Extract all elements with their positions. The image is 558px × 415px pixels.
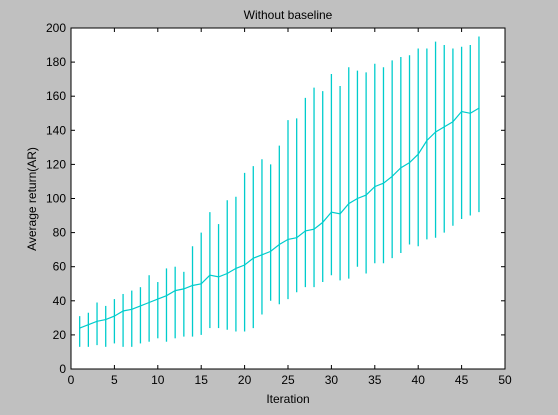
x-axis-label: Iteration	[266, 392, 309, 406]
data-point	[400, 167, 402, 169]
data-point	[87, 324, 89, 326]
x-tick-label: 30	[325, 373, 339, 387]
data-point	[408, 162, 411, 164]
data-point	[270, 250, 272, 252]
data-point	[426, 139, 428, 142]
data-point	[443, 126, 445, 128]
data-point	[278, 243, 280, 246]
data-point	[330, 211, 332, 213]
x-tick-label: 45	[455, 373, 469, 387]
data-point	[382, 182, 385, 184]
y-tick-label: 100	[46, 192, 66, 206]
data-point	[391, 175, 393, 177]
x-tick-label: 15	[195, 373, 209, 387]
data-point	[296, 237, 298, 239]
x-tick-label: 35	[368, 373, 382, 387]
data-point	[174, 289, 176, 292]
data-point	[105, 318, 107, 321]
data-point	[322, 221, 324, 223]
x-tick-label: 25	[281, 373, 295, 387]
y-tick-label: 140	[46, 123, 66, 137]
data-point	[252, 257, 254, 259]
data-point	[348, 203, 350, 205]
data-point	[131, 308, 133, 310]
data-point	[469, 112, 471, 114]
data-point	[79, 327, 81, 329]
y-axis: 0 20 40 60 80 100 120 140 160 180 200	[46, 21, 505, 376]
data-point	[148, 301, 150, 304]
data-point	[478, 107, 480, 109]
data-point	[209, 274, 211, 276]
error-bars	[79, 36, 480, 347]
data-point	[374, 185, 376, 188]
y-tick-label: 60	[53, 260, 67, 274]
series-line-group	[79, 107, 480, 329]
x-tick-label: 10	[151, 373, 165, 387]
data-point	[452, 121, 454, 123]
data-point	[434, 131, 437, 133]
y-tick-label: 120	[46, 157, 66, 171]
data-point	[122, 310, 124, 312]
data-point	[313, 228, 315, 230]
x-tick-label: 0	[68, 373, 75, 387]
x-axis: 0 5 10 15 20 25 30 35 40 45 50	[68, 28, 512, 387]
y-tick-label: 180	[46, 55, 66, 69]
data-point	[287, 238, 289, 241]
data-point	[244, 264, 246, 266]
data-point	[200, 283, 202, 285]
data-point	[217, 276, 220, 278]
data-point	[365, 194, 367, 196]
x-tick-label: 40	[412, 373, 426, 387]
y-tick-label: 160	[46, 89, 66, 103]
data-point	[304, 230, 306, 232]
chart-title: Without baseline	[244, 8, 333, 22]
y-axis-label: Average return(AR)	[25, 147, 39, 251]
data-point	[183, 288, 185, 290]
y-tick-label: 40	[53, 294, 67, 308]
x-tick-label: 5	[111, 373, 118, 387]
data-point	[461, 110, 463, 113]
data-point	[235, 267, 237, 270]
data-point	[96, 320, 98, 322]
data-point	[226, 272, 228, 275]
data-point	[191, 284, 194, 287]
data-point	[356, 197, 359, 200]
data-point	[417, 153, 419, 155]
data-point	[261, 254, 263, 256]
data-point	[165, 295, 168, 297]
data-point	[157, 298, 159, 300]
y-tick-label: 20	[53, 328, 67, 342]
data-point	[113, 315, 115, 317]
data-point	[139, 305, 142, 307]
x-tick-label: 20	[238, 373, 252, 387]
y-tick-label: 200	[46, 21, 66, 35]
y-tick-label: 80	[53, 226, 67, 240]
x-tick-label: 50	[498, 373, 512, 387]
y-tick-label: 0	[59, 362, 66, 376]
data-point	[339, 213, 341, 215]
